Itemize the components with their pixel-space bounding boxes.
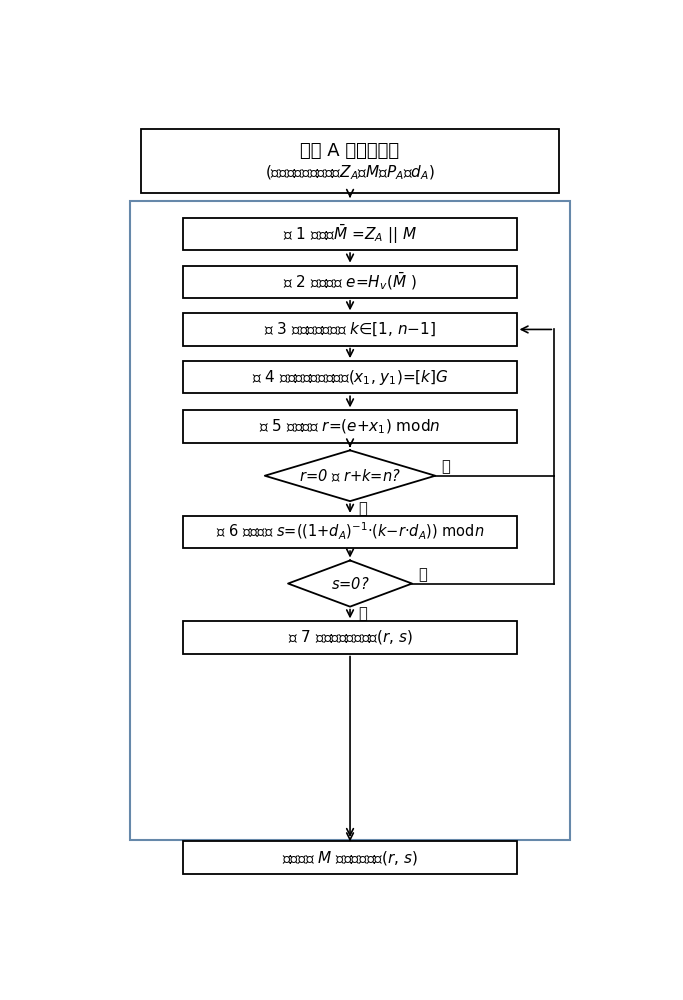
Text: 第 3 步：产生随机数 $k$∈[1, $n$−1]: 第 3 步：产生随机数 $k$∈[1, $n$−1] bbox=[264, 321, 436, 338]
Bar bbox=[184, 410, 516, 443]
Bar bbox=[184, 266, 516, 298]
Bar bbox=[184, 218, 516, 250]
Bar bbox=[184, 361, 516, 393]
Text: 第 2 步：计算 $e$=$H_v$($\bar{M}$ ): 第 2 步：计算 $e$=$H_v$($\bar{M}$ ) bbox=[283, 271, 417, 292]
Polygon shape bbox=[265, 450, 435, 501]
Text: 第 5 步：计算 $r$=($e$+$x_1$) mod$n$: 第 5 步：计算 $r$=($e$+$x_1$) mod$n$ bbox=[260, 417, 441, 436]
Text: 用户 A 的原始数据: 用户 A 的原始数据 bbox=[301, 142, 400, 160]
Text: 第 1 步：置$\bar{M}$ =$Z_A$ || $M$: 第 1 步：置$\bar{M}$ =$Z_A$ || $M$ bbox=[283, 222, 417, 246]
Text: 第 6 步：计算 $s$=((1+$d_A$)$^{-1}$·($k$−$r$·$d_A$)) mod$n$: 第 6 步：计算 $s$=((1+$d_A$)$^{-1}$·($k$−$r$·… bbox=[216, 521, 484, 542]
Text: $r$=0 或 $r$+$k$=$n$?: $r$=0 或 $r$+$k$=$n$? bbox=[299, 467, 401, 484]
Polygon shape bbox=[288, 560, 412, 607]
Bar bbox=[184, 313, 516, 346]
Bar bbox=[184, 841, 516, 874]
Text: 是: 是 bbox=[441, 459, 450, 474]
Text: $s$=0?: $s$=0? bbox=[331, 576, 370, 592]
Bar bbox=[141, 129, 559, 193]
Text: (椭圆曲线系统参数、$Z_A$、$M$、$P_A$、$d_A$): (椭圆曲线系统参数、$Z_A$、$M$、$P_A$、$d_A$) bbox=[265, 164, 435, 182]
Text: 第 7 步：确定数字签名($r$, $s$): 第 7 步：确定数字签名($r$, $s$) bbox=[288, 628, 413, 646]
Text: 第 4 步：计算椭圆曲线点($x_1$, $y_1$)=[$k$]$G$: 第 4 步：计算椭圆曲线点($x_1$, $y_1$)=[$k$]$G$ bbox=[251, 368, 449, 387]
Bar bbox=[184, 621, 516, 654]
Text: 否: 否 bbox=[358, 606, 367, 621]
Bar bbox=[184, 516, 516, 548]
Bar bbox=[130, 201, 570, 840]
Text: 输出消息 $M$ 及其数字签名($r$, $s$): 输出消息 $M$ 及其数字签名($r$, $s$) bbox=[282, 849, 418, 867]
Text: 否: 否 bbox=[358, 501, 367, 516]
Text: 是: 是 bbox=[418, 567, 427, 582]
